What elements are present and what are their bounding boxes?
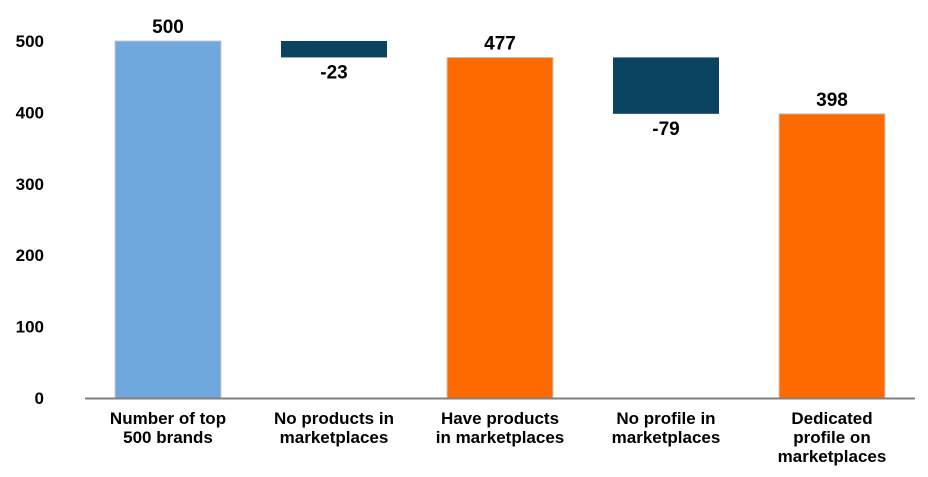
x-tick-label-2-line-1: in marketplaces: [436, 428, 565, 447]
x-tick-label-3-line-1: marketplaces: [612, 428, 721, 447]
data-label-2: 477: [484, 33, 516, 54]
x-tick-label-0-line-1: 500 brands: [123, 428, 213, 447]
data-label-3: -79: [652, 119, 679, 140]
x-tick-label-4-line-2: marketplaces: [778, 447, 887, 466]
x-tick-label-0-line-0: Number of top: [110, 409, 226, 428]
y-tick-label-300: 300: [16, 175, 44, 194]
data-labels: 500 -23 477 -79 398: [152, 17, 848, 140]
y-tick-label-200: 200: [16, 246, 44, 265]
data-label-0: 500: [152, 17, 184, 38]
y-tick-label-100: 100: [16, 318, 44, 337]
bar-3: [613, 57, 719, 114]
y-axis-ticks: 0 100 200 300 400 500: [16, 32, 44, 408]
bars: [114, 40, 886, 399]
x-tick-label-3-line-0: No profile in: [616, 409, 715, 428]
y-tick-label-500: 500: [16, 32, 44, 51]
x-tick-label-4-line-0: Dedicated: [791, 409, 872, 428]
x-tick-label-1-line-0: No products in: [274, 409, 394, 428]
bar-2: [446, 56, 554, 399]
data-label-4: 398: [816, 90, 848, 111]
data-label-1: -23: [320, 62, 347, 83]
bar-1: [281, 41, 387, 58]
bar-0: [114, 40, 222, 399]
x-tick-label-1-line-1: marketplaces: [280, 428, 389, 447]
y-tick-label-400: 400: [16, 103, 44, 122]
y-tick-label-0: 0: [35, 389, 44, 408]
x-tick-label-4-line-1: profile on: [793, 428, 870, 447]
bar-4: [778, 113, 886, 399]
x-tick-label-2-line-0: Have products: [441, 409, 559, 428]
